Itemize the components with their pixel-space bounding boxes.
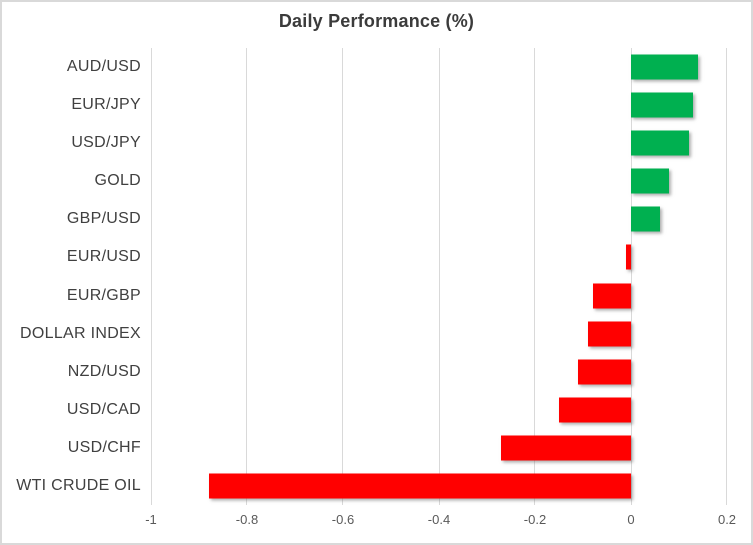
gridline [630, 48, 632, 505]
x-tick-label: -1 [145, 512, 157, 527]
category-row: DOLLAR INDEX [0, 315, 141, 353]
bar-aud-usd [631, 54, 699, 80]
category-row: AUD/USD [0, 48, 141, 86]
bar-row [151, 124, 727, 162]
bar-eur-jpy [631, 92, 694, 118]
bar-row [151, 162, 727, 200]
category-label: USD/CAD [66, 400, 141, 418]
bar-wti-crude-oil [208, 473, 631, 499]
category-row: EUR/USD [0, 238, 141, 276]
bar-nzd-usd [578, 359, 631, 385]
category-label: EUR/USD [66, 248, 141, 266]
bar-row [151, 391, 727, 429]
bar-gbp-usd [631, 206, 660, 232]
bar-usd-cad [559, 397, 631, 423]
category-label: WTI CRUDE OIL [16, 476, 141, 494]
category-label: USD/CHF [67, 438, 141, 456]
category-row: USD/CAD [0, 391, 141, 429]
category-label: EUR/GBP [66, 286, 141, 304]
bar-row [151, 86, 727, 124]
bar-series [151, 48, 727, 505]
category-label: GOLD [94, 172, 141, 190]
x-tick-label: 0 [627, 512, 635, 527]
bar-row [151, 48, 727, 86]
bar-row [151, 467, 727, 505]
category-label: AUD/USD [66, 58, 141, 76]
category-row: EUR/GBP [0, 276, 141, 314]
bar-gold [631, 168, 670, 194]
gridline [342, 48, 344, 505]
gridline [150, 48, 152, 505]
category-row: GBP/USD [0, 200, 141, 238]
category-row: WTI CRUDE OIL [0, 467, 141, 505]
x-tick-label: -0.2 [523, 512, 547, 527]
category-row: NZD/USD [0, 353, 141, 391]
bar-row [151, 238, 727, 276]
bar-usd-chf [501, 435, 631, 461]
gridline [246, 48, 248, 505]
gridline [534, 48, 536, 505]
x-axis: -1 -0.8 -0.6 -0.4 -0.2 0 0.2 [145, 512, 736, 532]
bar-eur-gbp [592, 283, 631, 308]
category-row: USD/CHF [0, 429, 141, 467]
bar-row [151, 315, 727, 353]
category-row: GOLD [0, 162, 141, 200]
bar-dollar-index [587, 321, 631, 347]
bar-usd-jpy [631, 130, 689, 156]
category-axis: AUD/USD EUR/JPY USD/JPY GOLD GBP/USD EUR/USD E… [0, 48, 141, 505]
gridline [438, 48, 440, 505]
category-row: USD/JPY [0, 124, 141, 162]
x-tick-label: 0.2 [717, 512, 737, 527]
gridline [726, 48, 727, 505]
x-tick-label: -0.4 [427, 512, 451, 527]
x-tick-label: -0.8 [235, 512, 259, 527]
category-label: GBP/USD [66, 210, 141, 228]
category-row: EUR/JPY [0, 86, 141, 124]
category-label: USD/JPY [71, 134, 141, 152]
bar-row [151, 200, 727, 238]
bar-row [151, 353, 727, 391]
bar-row [151, 276, 727, 314]
bar-eur-usd [626, 244, 631, 270]
category-label: DOLLAR INDEX [20, 324, 141, 342]
category-label: NZD/USD [67, 362, 141, 380]
x-tick-label: -0.6 [331, 512, 355, 527]
chart-title: Daily Performance (%) [278, 11, 475, 31]
bar-row [151, 429, 727, 467]
category-label: EUR/JPY [71, 96, 141, 114]
plot-area [150, 48, 727, 505]
